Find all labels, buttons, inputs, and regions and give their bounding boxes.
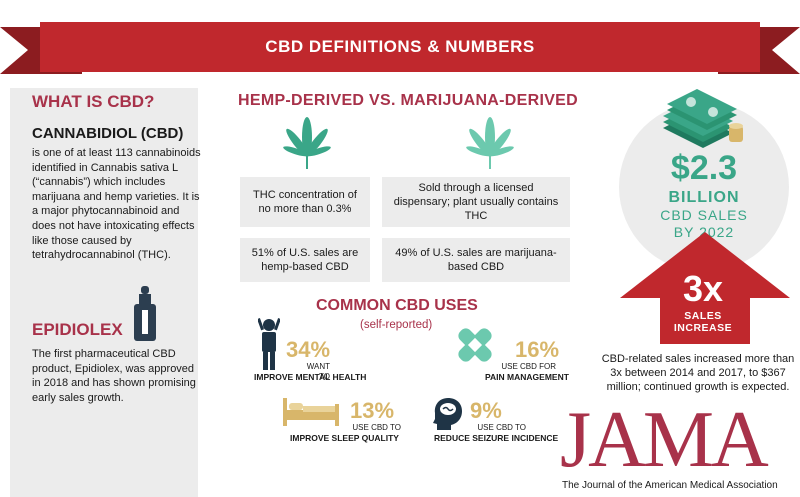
market-amount: $2.3	[670, 149, 738, 187]
growth-multiplier: 3x	[682, 268, 724, 309]
common-uses-heading: COMMON CBD USES	[316, 297, 478, 314]
what-is-cbd-heading: WHAT IS CBD?	[32, 92, 155, 111]
growth-label-2: INCREASE	[673, 322, 733, 334]
marijuana-dispensary-box: Sold through a licensed dispensary; plan…	[382, 177, 570, 227]
seizure-prefix: USE CBD TO	[477, 423, 526, 432]
sleep-quality-percent: 13%	[350, 398, 395, 423]
marijuana-sales-box: 49% of U.S. sales are marijuana-based CB…	[382, 238, 570, 282]
hemp-sales-text: 51% of U.S. sales are hemp-based CBD	[251, 247, 359, 273]
cbd-definition-text: is one of at least 113 cannabinoids iden…	[32, 147, 201, 262]
pain-management-percent: 16%	[515, 337, 560, 362]
cannabis-leaf-icon	[283, 117, 331, 169]
mental-health-percent: 34%	[286, 337, 331, 362]
jama-subtitle: The Journal of the American Medical Asso…	[562, 480, 778, 491]
brain-head-icon	[433, 398, 462, 430]
mental-health-label: IMPROVE MENTAL HEALTH	[254, 372, 367, 382]
bandage-icon	[458, 328, 492, 362]
what-is-cbd-panel	[10, 88, 198, 497]
marijuana-sales-text: 49% of U.S. sales are marijuana-based CB…	[395, 247, 557, 273]
pain-management-prefix: USE CBD FOR	[501, 362, 556, 371]
epidiolex-heading: EPIDIOLEX	[32, 320, 123, 339]
page-title: CBD DEFINITIONS & NUMBERS	[265, 37, 535, 56]
hemp-thc-text: THC concentration of no more than 0.3%	[253, 189, 357, 215]
common-uses-subtitle: (self-reported)	[360, 319, 433, 331]
dropper-bottle-icon	[134, 286, 156, 341]
hemp-sales-box: 51% of U.S. sales are hemp-based CBD	[240, 238, 370, 282]
seizure-label: REDUCE SEIZURE INCIDENCE	[434, 433, 559, 443]
market-label-1: CBD SALES	[660, 207, 748, 223]
money-stack-icon	[663, 89, 743, 148]
hemp-thc-box: THC concentration of no more than 0.3%	[240, 177, 370, 227]
pain-management-label: PAIN MANAGEMENT	[485, 372, 569, 382]
growth-description: CBD-related sales increased more than 3x…	[601, 353, 795, 393]
market-unit: BILLION	[668, 189, 740, 206]
sleep-quality-prefix: USE CBD TO	[352, 423, 401, 432]
mental-health-prefix: WANT TO	[306, 362, 330, 381]
epidiolex-text: The first pharmaceutical CBD product, Ep…	[32, 348, 196, 404]
hemp-vs-marijuana-heading: HEMP-DERIVED VS. MARIJUANA-DERIVED	[238, 92, 579, 109]
jama-logo: JAMA	[560, 396, 769, 484]
stressed-person-icon	[258, 318, 280, 370]
up-arrow-icon	[620, 232, 790, 344]
cannabis-leaf-icon	[466, 117, 514, 169]
marijuana-dispensary-text: Sold through a licensed dispensary; plan…	[393, 182, 559, 222]
sleep-quality-label: IMPROVE SLEEP QUALITY	[290, 433, 399, 443]
cannabidiol-heading: CANNABIDIOL (CBD)	[32, 125, 184, 142]
market-label-2: BY 2022	[673, 224, 735, 240]
bed-icon	[283, 398, 339, 426]
seizure-percent: 9%	[470, 398, 502, 423]
title-banner	[0, 22, 800, 74]
growth-label-1: SALES	[684, 310, 722, 322]
